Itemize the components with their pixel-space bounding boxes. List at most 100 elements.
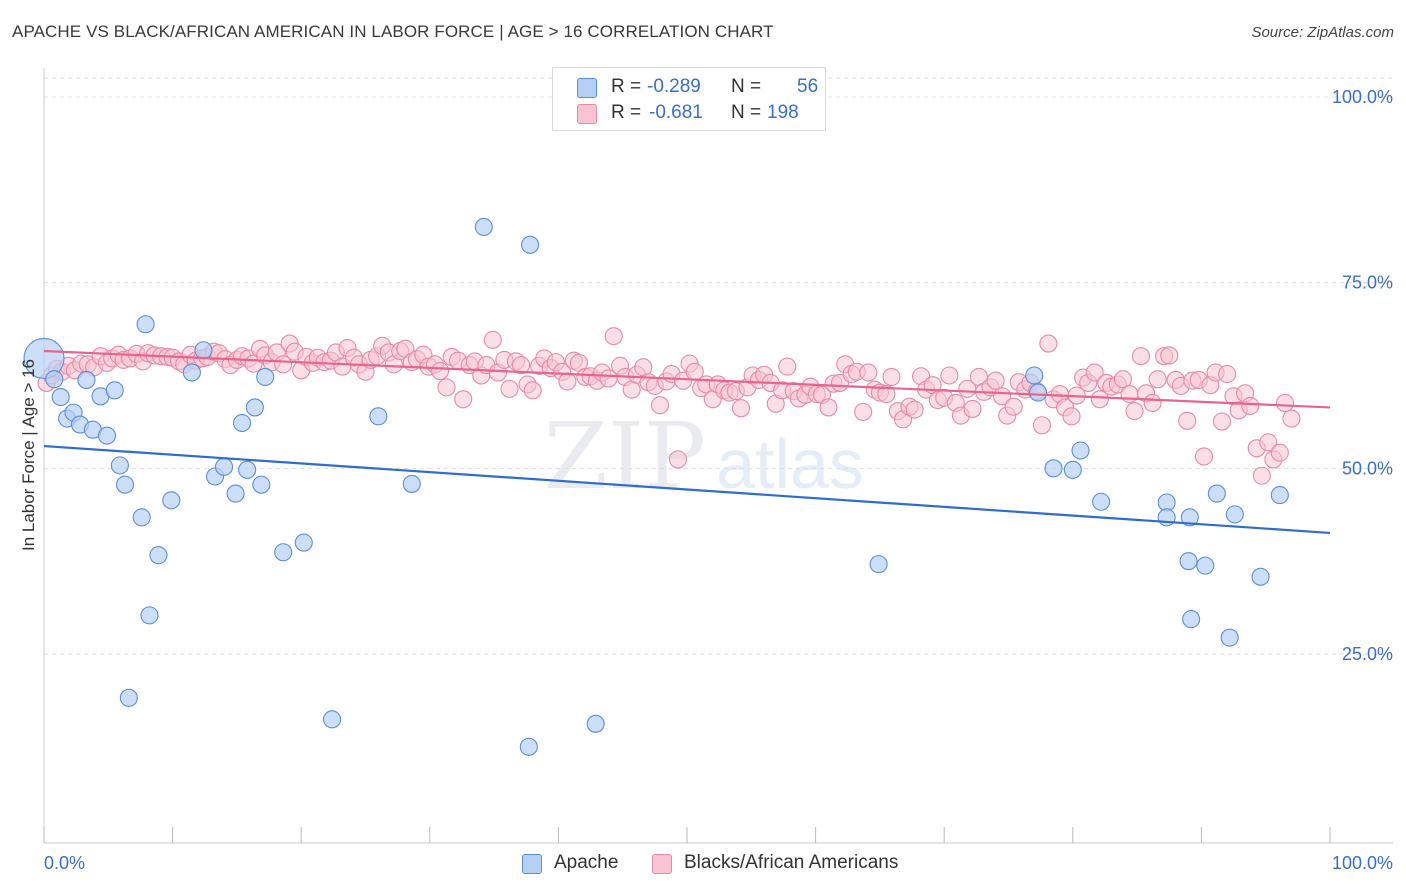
black-point bbox=[431, 361, 450, 381]
apache-point bbox=[77, 370, 96, 390]
bottom-legend-black-label: Blacks/African Americans bbox=[684, 852, 899, 873]
apache-point bbox=[1196, 556, 1215, 575]
apache-point bbox=[1251, 567, 1270, 586]
black-point bbox=[454, 390, 473, 409]
black-point bbox=[1090, 390, 1109, 409]
black-point bbox=[1039, 334, 1058, 353]
apache-point bbox=[1071, 441, 1090, 460]
black-point bbox=[1259, 433, 1278, 452]
apache-point bbox=[1180, 508, 1199, 527]
chart-title: APACHE VS BLACK/AFRICAN AMERICAN IN LABO… bbox=[12, 22, 774, 41]
apache-point bbox=[136, 315, 155, 334]
apache-point bbox=[294, 533, 313, 552]
black-point bbox=[986, 371, 1005, 390]
black-point bbox=[1125, 402, 1144, 421]
black-point bbox=[1143, 393, 1162, 413]
black-point bbox=[558, 372, 577, 391]
black-point bbox=[1120, 385, 1139, 404]
apache-point bbox=[323, 710, 342, 729]
black-point bbox=[819, 398, 838, 417]
black-point bbox=[1131, 347, 1151, 366]
legend-r-value: -0.289 bbox=[647, 76, 701, 97]
black-point bbox=[778, 357, 797, 376]
black-point bbox=[1194, 447, 1214, 466]
apache-point bbox=[1182, 610, 1201, 629]
apache-point bbox=[1179, 552, 1198, 571]
apache-point bbox=[1063, 460, 1082, 479]
y-axis-label: In Labor Force | Age > 16 bbox=[19, 359, 38, 551]
black-point bbox=[500, 379, 519, 398]
watermark: ZIP atlas bbox=[544, 403, 864, 510]
black-point bbox=[877, 385, 896, 404]
black-swatch bbox=[577, 104, 597, 124]
black-point bbox=[483, 330, 502, 349]
black-point bbox=[905, 400, 924, 419]
black-point bbox=[437, 378, 456, 397]
black-point bbox=[1212, 412, 1232, 431]
black-point bbox=[523, 381, 542, 400]
black-point bbox=[1148, 370, 1167, 389]
apache-point bbox=[1044, 459, 1063, 478]
apache-trend-line bbox=[43, 444, 1331, 535]
bottom-legend-apache-label: Apache bbox=[554, 852, 619, 873]
black-trend-line bbox=[43, 349, 1331, 409]
apache-point bbox=[869, 555, 888, 574]
black-point bbox=[1218, 364, 1237, 384]
apache-point bbox=[149, 546, 168, 565]
legend-n-value: 56 bbox=[797, 76, 819, 97]
black-point bbox=[859, 363, 878, 382]
apache-point bbox=[1207, 484, 1226, 503]
apache-point bbox=[1225, 505, 1244, 524]
apache-point bbox=[474, 217, 493, 237]
legend-r-label: R = bbox=[611, 76, 642, 97]
y-tick-label: 100.0% bbox=[1332, 87, 1393, 107]
black-point bbox=[854, 402, 873, 421]
black-point bbox=[1275, 393, 1295, 413]
black-point bbox=[1004, 397, 1023, 416]
black-point bbox=[1252, 466, 1271, 485]
apache-point bbox=[1270, 486, 1289, 505]
y-tick-labels: 25.0% 50.0% 75.0% 100.0% bbox=[1332, 87, 1393, 664]
apache-point bbox=[45, 370, 64, 389]
black-point bbox=[882, 367, 901, 387]
black-point bbox=[1032, 416, 1051, 435]
x-tick-label-min: 0.0% bbox=[44, 853, 85, 873]
black-point bbox=[1270, 443, 1289, 462]
black-point bbox=[1241, 396, 1260, 415]
black-point bbox=[1062, 407, 1081, 426]
apache-point bbox=[232, 413, 252, 433]
apache-point bbox=[194, 341, 213, 360]
chart-source: Source: ZipAtlas.com bbox=[1251, 24, 1394, 41]
apache-point bbox=[115, 475, 135, 494]
black-point bbox=[963, 399, 982, 418]
apache-point bbox=[162, 491, 181, 510]
apache-swatch bbox=[522, 854, 542, 874]
black-point bbox=[1160, 346, 1179, 365]
y-tick-label: 50.0% bbox=[1342, 458, 1393, 478]
black-point bbox=[668, 450, 688, 469]
apache-point bbox=[105, 381, 124, 400]
apache-point bbox=[132, 508, 151, 527]
apache-point bbox=[256, 367, 275, 387]
y-tick-label: 25.0% bbox=[1342, 644, 1393, 664]
apache-point bbox=[1029, 383, 1048, 402]
legend-r-value: -0.681 bbox=[649, 102, 703, 123]
x-tick-label-max: 100.0% bbox=[1332, 853, 1393, 873]
apache-point bbox=[1220, 628, 1239, 647]
legend-n-label: N = bbox=[731, 102, 762, 123]
black-point bbox=[604, 327, 623, 346]
apache-point bbox=[402, 474, 421, 493]
legend-r-label: R = bbox=[611, 102, 642, 123]
axes bbox=[43, 68, 1393, 844]
legend-n-label: N = bbox=[731, 76, 762, 97]
black-swatch bbox=[652, 854, 672, 874]
black-point bbox=[274, 355, 293, 374]
y-tick-label: 75.0% bbox=[1342, 273, 1393, 293]
apache-point bbox=[1025, 366, 1044, 385]
black-point bbox=[1085, 363, 1104, 382]
apache-point bbox=[245, 398, 264, 417]
apache-point bbox=[23, 337, 65, 379]
black-point bbox=[1282, 409, 1301, 428]
apache-points bbox=[23, 217, 1289, 756]
